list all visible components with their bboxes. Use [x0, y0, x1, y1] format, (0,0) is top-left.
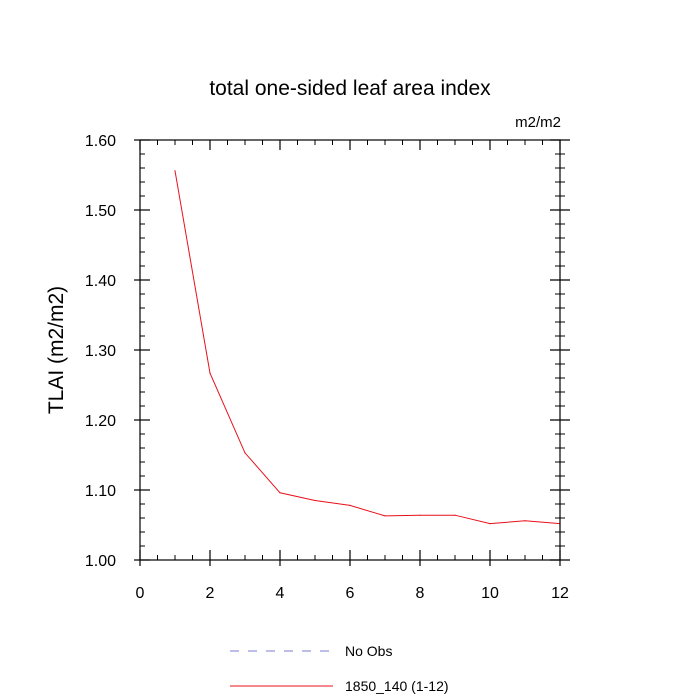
units-label: m2/m2 [515, 114, 561, 131]
x-tick-label: 12 [551, 585, 569, 602]
series-layer [174, 170, 561, 525]
x-tick-label: 10 [481, 585, 499, 602]
x-tick-label: 6 [346, 585, 355, 602]
x-tick-label: 2 [206, 585, 215, 602]
legend: No Obs 1850_140 (1-12) [230, 643, 449, 694]
y-tick-label: 1.50 [85, 203, 116, 220]
ticks-layer: 0 2 4 6 8 10 12 1.00 1.10 1.20 1.30 1.40 1.50 1.60 [85, 133, 570, 602]
y-tick-label: 1.60 [85, 133, 116, 150]
series-1-point [314, 499, 316, 502]
y-tick-label: 1.30 [85, 343, 116, 360]
series-1-point [349, 504, 351, 506]
series-1-point [174, 170, 176, 172]
y-tick-label: 1.40 [85, 273, 116, 290]
x-tick-label: 4 [276, 585, 285, 602]
series-1-point [209, 372, 211, 374]
series-1-point [524, 520, 526, 522]
x-tick-label: 8 [416, 585, 425, 602]
y-tick-label: 1.00 [85, 553, 116, 570]
chart-title: total one-sided leaf area index [209, 77, 491, 100]
series-1-point [454, 514, 456, 516]
y-axis-label: TLAI (m2/m2) [45, 286, 68, 414]
legend-label-1850-140: 1850_140 (1-12) [345, 678, 449, 694]
series-1-point [489, 523, 491, 525]
y-tick-label: 1.20 [85, 413, 116, 430]
legend-label-no-obs: No Obs [345, 643, 392, 659]
series-line-1 [174, 170, 561, 525]
y-tick-label: 1.10 [85, 483, 116, 500]
series-1-point [419, 514, 421, 516]
plot-frame [139, 139, 561, 561]
series-1-point [244, 452, 246, 454]
series-1-point [384, 515, 386, 517]
series-1-point [279, 492, 281, 494]
x-tick-label: 0 [136, 585, 145, 602]
